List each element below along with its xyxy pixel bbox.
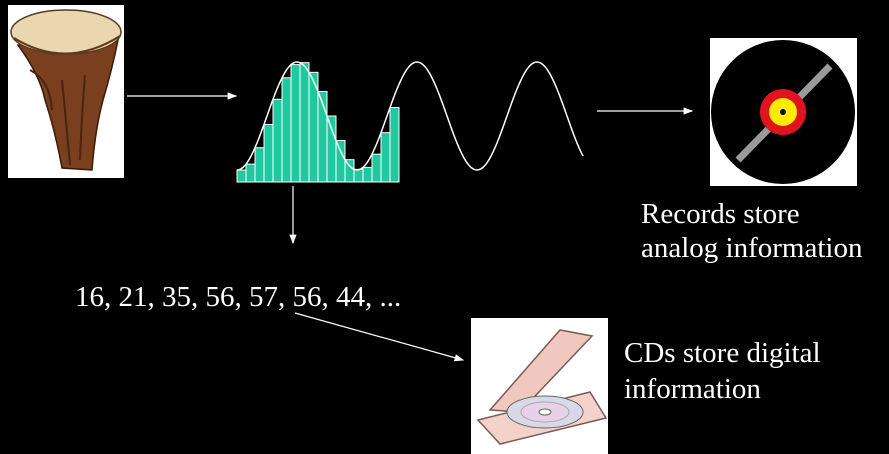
- sample-bar: [363, 167, 372, 182]
- sample-bar: [300, 63, 309, 182]
- sample-bar: [273, 99, 282, 182]
- sample-bar: [381, 133, 390, 182]
- cd-image: [471, 318, 608, 454]
- sample-bar: [327, 116, 336, 182]
- sample-bar: [246, 164, 255, 182]
- record-image: [710, 38, 857, 186]
- sample-bar: [264, 124, 273, 182]
- cds-caption: information: [624, 373, 761, 405]
- records-caption: analog information: [641, 232, 863, 264]
- sample-values: 16, 21, 35, 56, 57, 56, 44, ...: [75, 281, 401, 313]
- sample-bar: [372, 154, 381, 182]
- sample-bar: [336, 141, 345, 182]
- sample-bar: [390, 108, 399, 182]
- cds-caption: CDs store digital: [624, 337, 821, 369]
- sample-bar: [291, 65, 300, 182]
- sample-bar: [354, 169, 363, 182]
- sample-bar: [237, 170, 246, 182]
- records-caption: Records store: [641, 198, 800, 230]
- drum-image: [8, 5, 124, 178]
- sample-bar: [282, 78, 291, 182]
- slide: 16, 21, 35, 56, 57, 56, 44, ... Records …: [0, 0, 889, 454]
- sample-bar: [255, 148, 264, 182]
